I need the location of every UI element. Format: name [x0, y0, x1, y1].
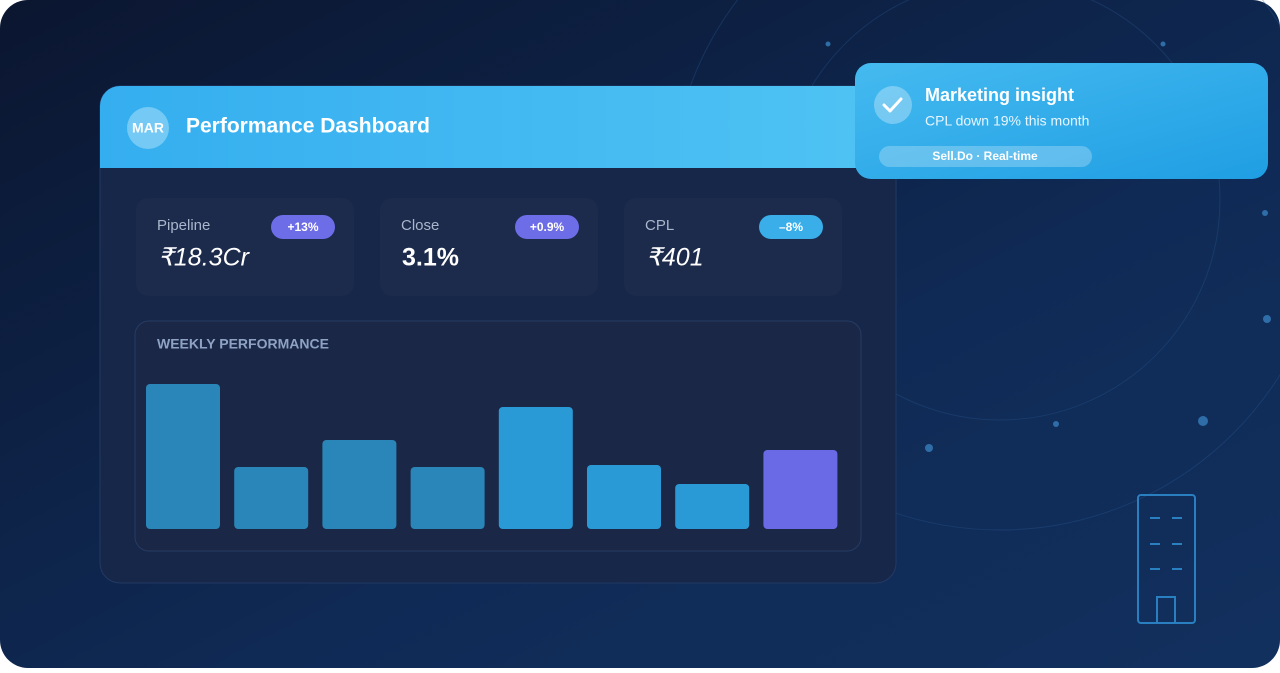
notification-tag-pill	[879, 146, 1092, 167]
kpi-value: ₹401	[646, 244, 704, 272]
decor-dots	[825, 41, 1271, 452]
kpi-change: +13%	[287, 220, 318, 234]
dashboard-header	[100, 86, 896, 168]
kpi-value: 3.1%	[402, 244, 459, 272]
bar	[410, 467, 485, 529]
kpi-label: Close	[401, 217, 439, 234]
bar	[587, 465, 661, 529]
avatar-text: MAR	[132, 120, 164, 136]
bar	[498, 407, 573, 529]
check-circle	[874, 86, 912, 124]
notification-message: CPL down 19% this month	[925, 113, 1089, 129]
bar	[675, 484, 750, 529]
kpi-label: CPL	[645, 217, 674, 234]
notification	[855, 63, 1268, 179]
kpi-badge	[759, 215, 823, 239]
notification-tag: Sell.Do · Real-time	[932, 149, 1038, 163]
bar	[146, 384, 220, 529]
avatar	[127, 107, 169, 149]
kpi-badge	[271, 215, 335, 239]
kpi-badge	[515, 215, 579, 239]
bar	[322, 440, 397, 529]
chart-title: WEEKLY PERFORMANCE	[157, 336, 329, 352]
kpi-change: –8%	[779, 220, 803, 234]
building-icon	[1137, 494, 1196, 624]
notification-title: Marketing insight	[925, 85, 1074, 105]
bar	[234, 467, 309, 529]
check-icon	[882, 97, 903, 113]
kpi-label: Pipeline	[157, 217, 210, 234]
bar	[763, 450, 838, 529]
dashboard-title: Performance Dashboard	[186, 115, 430, 138]
kpi-change: +0.9%	[530, 220, 565, 234]
kpi-value: ₹18.3Cr	[158, 244, 251, 272]
